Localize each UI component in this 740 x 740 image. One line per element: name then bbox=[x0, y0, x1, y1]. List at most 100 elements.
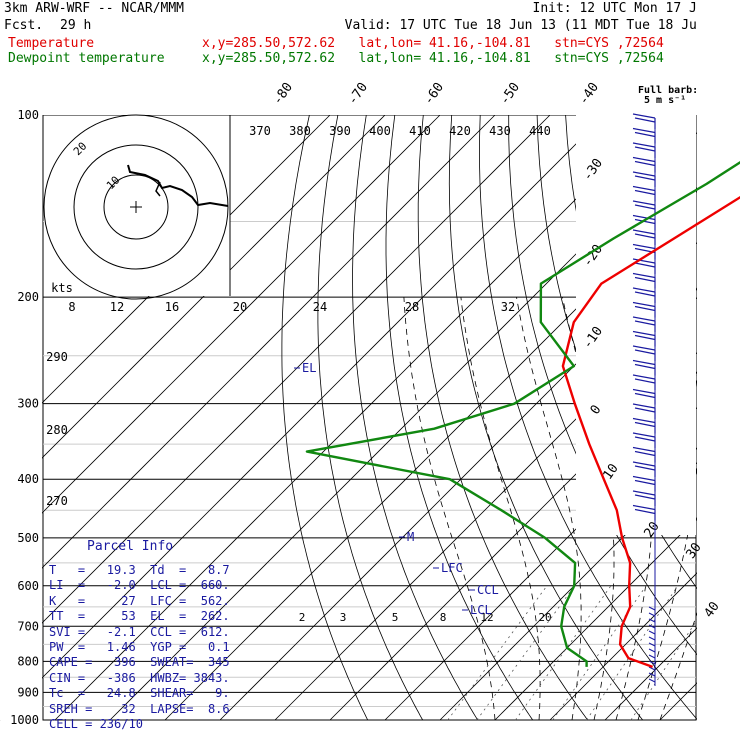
wind-barb bbox=[632, 287, 656, 297]
parcel-info-row: SREH = 32 LAPSE= 8.6 bbox=[49, 701, 230, 716]
parcel-info-row: LI = -2.0 LCL = 660. bbox=[49, 578, 230, 593]
level-annotation-lcl: LCL bbox=[470, 603, 492, 617]
wind-barb bbox=[632, 214, 656, 225]
hodograph-ring bbox=[103, 174, 169, 240]
wind-barb bbox=[632, 374, 656, 384]
temperature-tick-label: 10 bbox=[600, 461, 621, 482]
wind-barb bbox=[632, 504, 656, 515]
wind-barb bbox=[632, 171, 656, 181]
level-annotation-m: M bbox=[407, 530, 414, 544]
hodograph-ring bbox=[43, 114, 229, 300]
mixing-ratio-line bbox=[476, 585, 575, 721]
theta-label: 420 bbox=[449, 124, 471, 138]
pressure-tick-label: 900 bbox=[17, 685, 39, 699]
dry-adiabat-line bbox=[281, 114, 369, 721]
wind-barb bbox=[648, 642, 656, 647]
mixing-ratio-label: 20 bbox=[538, 611, 551, 624]
isotherm-line bbox=[494, 474, 740, 721]
parcel-info-row: CAPE = 396 SWEAT= 345 bbox=[49, 655, 230, 670]
pressure-tick-label: 500 bbox=[17, 531, 39, 545]
forecast-label: Fcst. bbox=[4, 18, 44, 33]
theta-label: 380 bbox=[289, 124, 311, 138]
level-annotation-lfc: LFC bbox=[441, 561, 463, 575]
mixing-ratio-label: 5 bbox=[392, 611, 399, 624]
wind-barb bbox=[632, 127, 656, 138]
dewpoint-profile-line bbox=[305, 161, 740, 667]
wind-barb bbox=[632, 417, 656, 428]
wind-barb bbox=[648, 630, 656, 635]
dry-adiabat-line bbox=[417, 114, 589, 721]
mixing-ratio-label: 2 bbox=[299, 611, 306, 624]
parcel-info-row: K = 27 LFC = 562. bbox=[49, 593, 230, 608]
mask-top bbox=[0, 68, 740, 115]
wind-barb bbox=[632, 330, 656, 341]
barb-legend-units: 5 m s⁻¹ bbox=[644, 95, 686, 106]
hodograph-speed-label: kts bbox=[51, 281, 73, 295]
isotherm-line bbox=[0, 114, 441, 556]
mask-upper-right bbox=[576, 115, 696, 535]
parcel-info-row: PW = 1.46 YGP = 0.1 bbox=[49, 640, 230, 654]
isotherm-line bbox=[549, 529, 740, 721]
parcel-info-row: CIN = -386 HWBZ= 3843. bbox=[49, 670, 230, 685]
pressure-tick-label: 100 bbox=[17, 108, 39, 122]
hodograph-trace bbox=[155, 181, 161, 197]
wind-barb bbox=[648, 660, 656, 665]
isotherm-line bbox=[0, 114, 496, 611]
moist-adiabat-line bbox=[516, 297, 582, 721]
dewpoint-legend-label: Dewpoint temperature bbox=[8, 51, 165, 66]
wind-barb bbox=[648, 678, 656, 683]
wind-barb bbox=[632, 142, 656, 152]
theta-label: 370 bbox=[249, 124, 271, 138]
pressure-tick-label: 200 bbox=[17, 290, 39, 304]
hodograph-speed-label: 24 bbox=[313, 300, 327, 314]
wind-barb bbox=[648, 624, 656, 629]
pressure-tick-label: 1000 bbox=[10, 713, 39, 727]
wind-barb bbox=[632, 229, 656, 239]
dewpoint-location: x,y=285.50,572.62 lat,lon= 41.16,-104.81… bbox=[202, 51, 664, 66]
mixing-ratio-line bbox=[515, 585, 612, 721]
dry-adiabat-line bbox=[385, 114, 534, 721]
theta-label: 390 bbox=[329, 124, 351, 138]
hodograph-background bbox=[44, 116, 230, 296]
parcel-info-row: Tc = 24.8 SHEAR= 9. bbox=[49, 686, 230, 701]
wind-barb bbox=[648, 612, 656, 617]
dry-adiabat-line bbox=[317, 114, 424, 721]
theta-label: 430 bbox=[489, 124, 511, 138]
isotherm-line bbox=[439, 419, 740, 721]
hodograph-speed-label: 28 bbox=[405, 300, 419, 314]
hodograph-speed-label: 8 bbox=[68, 300, 75, 314]
dry-adiabat-line bbox=[479, 114, 698, 721]
moist-adiabat-line bbox=[403, 297, 496, 721]
temperature-profile-line bbox=[561, 195, 740, 669]
level-annotation-el: EL bbox=[302, 361, 316, 375]
mixing-ratio-line bbox=[447, 585, 548, 721]
moist-adiabat-line bbox=[460, 297, 541, 721]
model-title: 3km ARW-WRF -- NCAR/MMM bbox=[4, 1, 185, 16]
wind-barb bbox=[632, 258, 656, 268]
parcel-info-row: CELL = 236/10 bbox=[49, 717, 143, 731]
wind-barb bbox=[632, 490, 656, 500]
pressure-tick-label: 400 bbox=[17, 472, 39, 486]
wind-barb bbox=[648, 666, 656, 671]
wind-barb bbox=[632, 185, 656, 196]
isotherm-line bbox=[0, 114, 551, 666]
temperature-tick-label: 20 bbox=[641, 519, 662, 540]
pressure-tick-label: 300 bbox=[17, 397, 39, 411]
hodograph-ring bbox=[73, 144, 199, 270]
mask-left bbox=[0, 75, 42, 720]
parcel-info-row: SVI = -2.1 CCL = 612. bbox=[49, 624, 230, 639]
pressure-tick-label: 600 bbox=[17, 579, 39, 593]
wind-barb bbox=[632, 301, 656, 312]
mixing-ratio-label: 3 bbox=[340, 611, 347, 624]
wind-barb bbox=[648, 618, 656, 623]
mixing-ratio-label: 8 bbox=[440, 611, 447, 624]
theta-label: 440 bbox=[529, 124, 551, 138]
isotherm-line bbox=[0, 114, 386, 501]
wind-barb bbox=[632, 461, 656, 471]
temperature-legend-label: Temperature bbox=[8, 36, 95, 51]
dry-adiabat-line bbox=[352, 114, 479, 721]
wind-barb bbox=[648, 606, 656, 611]
wind-barb bbox=[648, 636, 656, 641]
wind-barb bbox=[632, 272, 656, 283]
